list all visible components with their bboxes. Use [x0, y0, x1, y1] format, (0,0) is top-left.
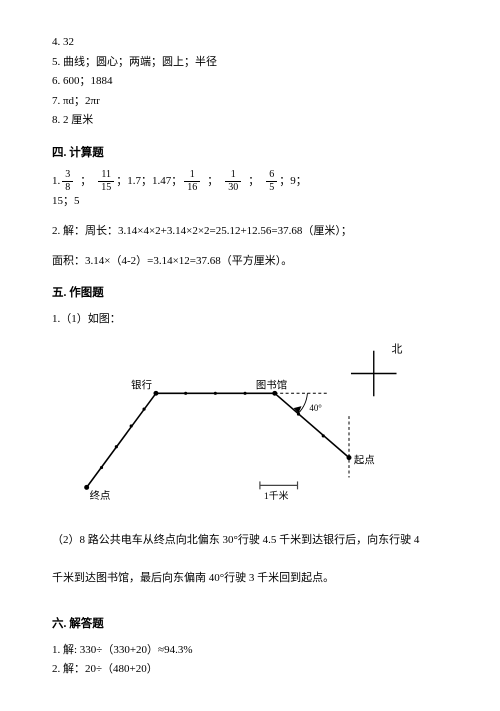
- fraction-5: 6 5: [266, 170, 277, 193]
- q2-line-a: 2. 解：周长：3.14×4×2+3.14×2×2=25.12+12.56=37…: [52, 223, 448, 241]
- angle-40-label: 40°: [309, 403, 322, 413]
- q5-1: 1.（1）如图：: [52, 311, 448, 329]
- section-5-heading: 五. 作图题: [52, 284, 448, 302]
- sep-4: ；: [248, 173, 259, 191]
- ans-4-32: 4. 32: [52, 34, 448, 52]
- fraction-4: 1 30: [225, 170, 241, 193]
- q1-prefix: 1.: [52, 173, 60, 191]
- bank-label: 银行: [131, 378, 152, 391]
- end-label: 终点: [90, 489, 111, 502]
- q6-2: 2. 解：20÷（480+20）: [52, 661, 448, 679]
- fraction-3: 1 16: [184, 170, 200, 193]
- library-label: 图书馆: [256, 378, 287, 391]
- fraction-1: 3 8: [62, 170, 73, 193]
- q2-line-b: 面积：3.14×（4-2）=3.14×12=37.68（平方厘米）。: [52, 253, 448, 271]
- q5-2a: （2）8 路公共电车从终点向北偏东 30°行驶 4.5 千米到达银行后，向东行驶…: [52, 532, 448, 550]
- ans-6: 6. 600；1884: [52, 73, 448, 91]
- mid-text-1: ；1.7；1.47；: [116, 173, 182, 191]
- ans-5: 5. 曲线；圆心；两端；圆上；半径: [52, 54, 448, 72]
- section-4-heading: 四. 计算题: [52, 144, 448, 162]
- ans-8: 8. 2 厘米: [52, 112, 448, 130]
- q1-row2: 15；5: [52, 193, 448, 211]
- tail-text-1: ；9；: [279, 173, 307, 191]
- north-label: 北: [392, 343, 403, 356]
- sep-1: ；: [80, 173, 91, 191]
- route-svg: 北: [52, 338, 448, 508]
- sep-3: ；: [207, 173, 218, 191]
- q1-row1: 1. 3 8 ； 11 15 ；1.7；1.47； 1 16 ； 1 30 ； …: [52, 170, 448, 193]
- q6-1: 1. 解: 330÷（330+20）≈94.3%: [52, 642, 448, 660]
- fraction-2: 11 15: [98, 170, 114, 193]
- scale-label: 1千米: [264, 489, 289, 502]
- route-diagram: 北: [52, 338, 448, 508]
- ans-7: 7. πd；2πr: [52, 93, 448, 111]
- section-6-heading: 六. 解答题: [52, 615, 448, 633]
- q5-2b: 千米到达图书馆，最后向东偏南 40°行驶 3 千米回到起点。: [52, 570, 448, 588]
- segment-end-bank: [87, 393, 156, 487]
- start-label: 起点: [354, 455, 375, 467]
